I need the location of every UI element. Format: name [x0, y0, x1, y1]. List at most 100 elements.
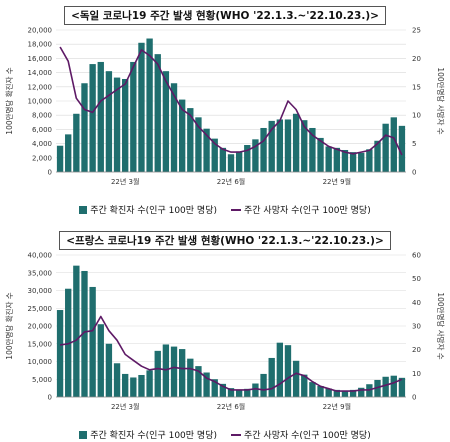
- bar: [382, 123, 389, 172]
- y-tick-right: 10: [412, 112, 421, 120]
- bar: [317, 385, 324, 397]
- x-tick-label: 22년 6월: [217, 402, 245, 411]
- bar: [65, 134, 72, 172]
- y-tick-left: 20,000: [28, 27, 53, 35]
- y-tick-right: 50: [412, 275, 421, 283]
- bar: [81, 83, 88, 172]
- bar: [97, 61, 104, 173]
- y-tick-left: 12,000: [28, 83, 53, 91]
- bar: [130, 61, 137, 173]
- bar: [341, 149, 349, 172]
- bar: [187, 108, 194, 172]
- bar: [146, 38, 153, 172]
- bar: [341, 390, 349, 397]
- bar: [382, 376, 389, 397]
- bar: [227, 154, 235, 172]
- legend-germany: 주간 확진자 수(인구 100만 명당) 주간 사망자 수(인구 100만 명당): [0, 203, 450, 216]
- bar: [81, 270, 88, 397]
- y-tick-right: 0: [412, 394, 416, 402]
- bar: [113, 77, 121, 172]
- bar: [138, 42, 145, 172]
- bar: [138, 374, 145, 397]
- bar: [358, 152, 365, 172]
- bar: [333, 147, 340, 172]
- bar: [333, 389, 340, 397]
- bar: [235, 151, 243, 172]
- legend-line-label: 주간 사망자 수(인구 100만 명당): [244, 431, 371, 441]
- y-tick-right: 20: [412, 346, 421, 354]
- bar: [276, 342, 284, 397]
- bar: [309, 127, 316, 172]
- y-tick-right: 20: [412, 55, 421, 63]
- legend-bar-swatch: [79, 205, 88, 214]
- bar: [122, 78, 129, 172]
- bar: [146, 370, 153, 397]
- france-chart: 0 5,000 10,000 15,000 20,000 25,000 30,000 35,0…: [4, 252, 446, 412]
- bar: [260, 127, 267, 172]
- bar: [89, 286, 96, 397]
- bar: [219, 147, 227, 172]
- bar: [89, 64, 96, 172]
- bar: [284, 119, 292, 172]
- y-tick-left: 4,000: [32, 140, 52, 148]
- bar: [73, 265, 80, 397]
- x-tick-label: 22년 3월: [111, 402, 139, 411]
- legend-bar-label: 주간 확진자 수(인구 100만 명당): [90, 431, 217, 441]
- bar: [252, 383, 259, 397]
- bar: [252, 139, 259, 172]
- y-tick-left: 16,000: [28, 55, 53, 63]
- y-tick-left: 15,000: [28, 340, 53, 348]
- bar: [317, 137, 324, 172]
- bar: [276, 119, 284, 172]
- bar: [203, 372, 210, 397]
- y-tick-left: 10,000: [28, 98, 53, 106]
- legend-line-label: 주간 사망자 수(인구 100만 명당): [244, 206, 371, 216]
- bar: [349, 152, 357, 172]
- bar: [154, 54, 161, 172]
- bar: [260, 373, 267, 397]
- bar: [211, 379, 218, 397]
- y-tick-right: 0: [412, 169, 416, 177]
- y-tick-right: 60: [412, 252, 421, 260]
- bar: [349, 389, 357, 397]
- bar: [170, 346, 178, 397]
- y-tick-right: 25: [412, 27, 421, 35]
- y-axis-title-right: 100만명당 사망자 수: [436, 67, 446, 134]
- bar: [309, 382, 316, 397]
- bar: [268, 120, 275, 172]
- bar: [390, 375, 397, 397]
- legend-line-swatch: [231, 433, 241, 436]
- bar: [227, 388, 235, 397]
- bar: [56, 310, 64, 397]
- bar: [398, 377, 406, 397]
- bar: [358, 387, 365, 397]
- bar: [219, 383, 227, 397]
- bar: [268, 357, 275, 397]
- y-tick-left: 10,000: [28, 358, 53, 366]
- x-tick-label: 22년 6월: [217, 177, 245, 186]
- y-tick-right: 10: [412, 370, 421, 378]
- y-tick-left: 0: [48, 169, 52, 177]
- y-tick-left: 40,000: [28, 252, 53, 260]
- line-series-deaths: [59, 315, 403, 392]
- bar: [301, 120, 308, 172]
- legend-france: 주간 확진자 수(인구 100만 명당) 주간 사망자 수(인구 100만 명당): [0, 428, 450, 441]
- y-axis-title-left: 100만명당 확진자 수: [4, 67, 14, 134]
- bar: [284, 345, 292, 397]
- bar: [325, 388, 332, 397]
- bar: [130, 377, 137, 397]
- bar: [122, 373, 129, 397]
- bar: [325, 146, 332, 172]
- bar: [211, 138, 218, 172]
- chart-title-france-text: <프랑스 코로나19 주간 발생 현황(WHO '22.1.3.~'22.10.…: [59, 231, 391, 250]
- bar: [178, 349, 186, 397]
- y-tick-left: 20,000: [28, 323, 53, 331]
- bar: [162, 344, 170, 397]
- bar: [195, 117, 202, 172]
- y-tick-left: 6,000: [32, 126, 52, 134]
- bar: [374, 379, 381, 397]
- legend-bar-swatch: [79, 430, 88, 439]
- y-axis-title-left: 100만명당 확진자 수: [4, 292, 14, 359]
- bar: [292, 360, 300, 397]
- bar: [244, 145, 251, 172]
